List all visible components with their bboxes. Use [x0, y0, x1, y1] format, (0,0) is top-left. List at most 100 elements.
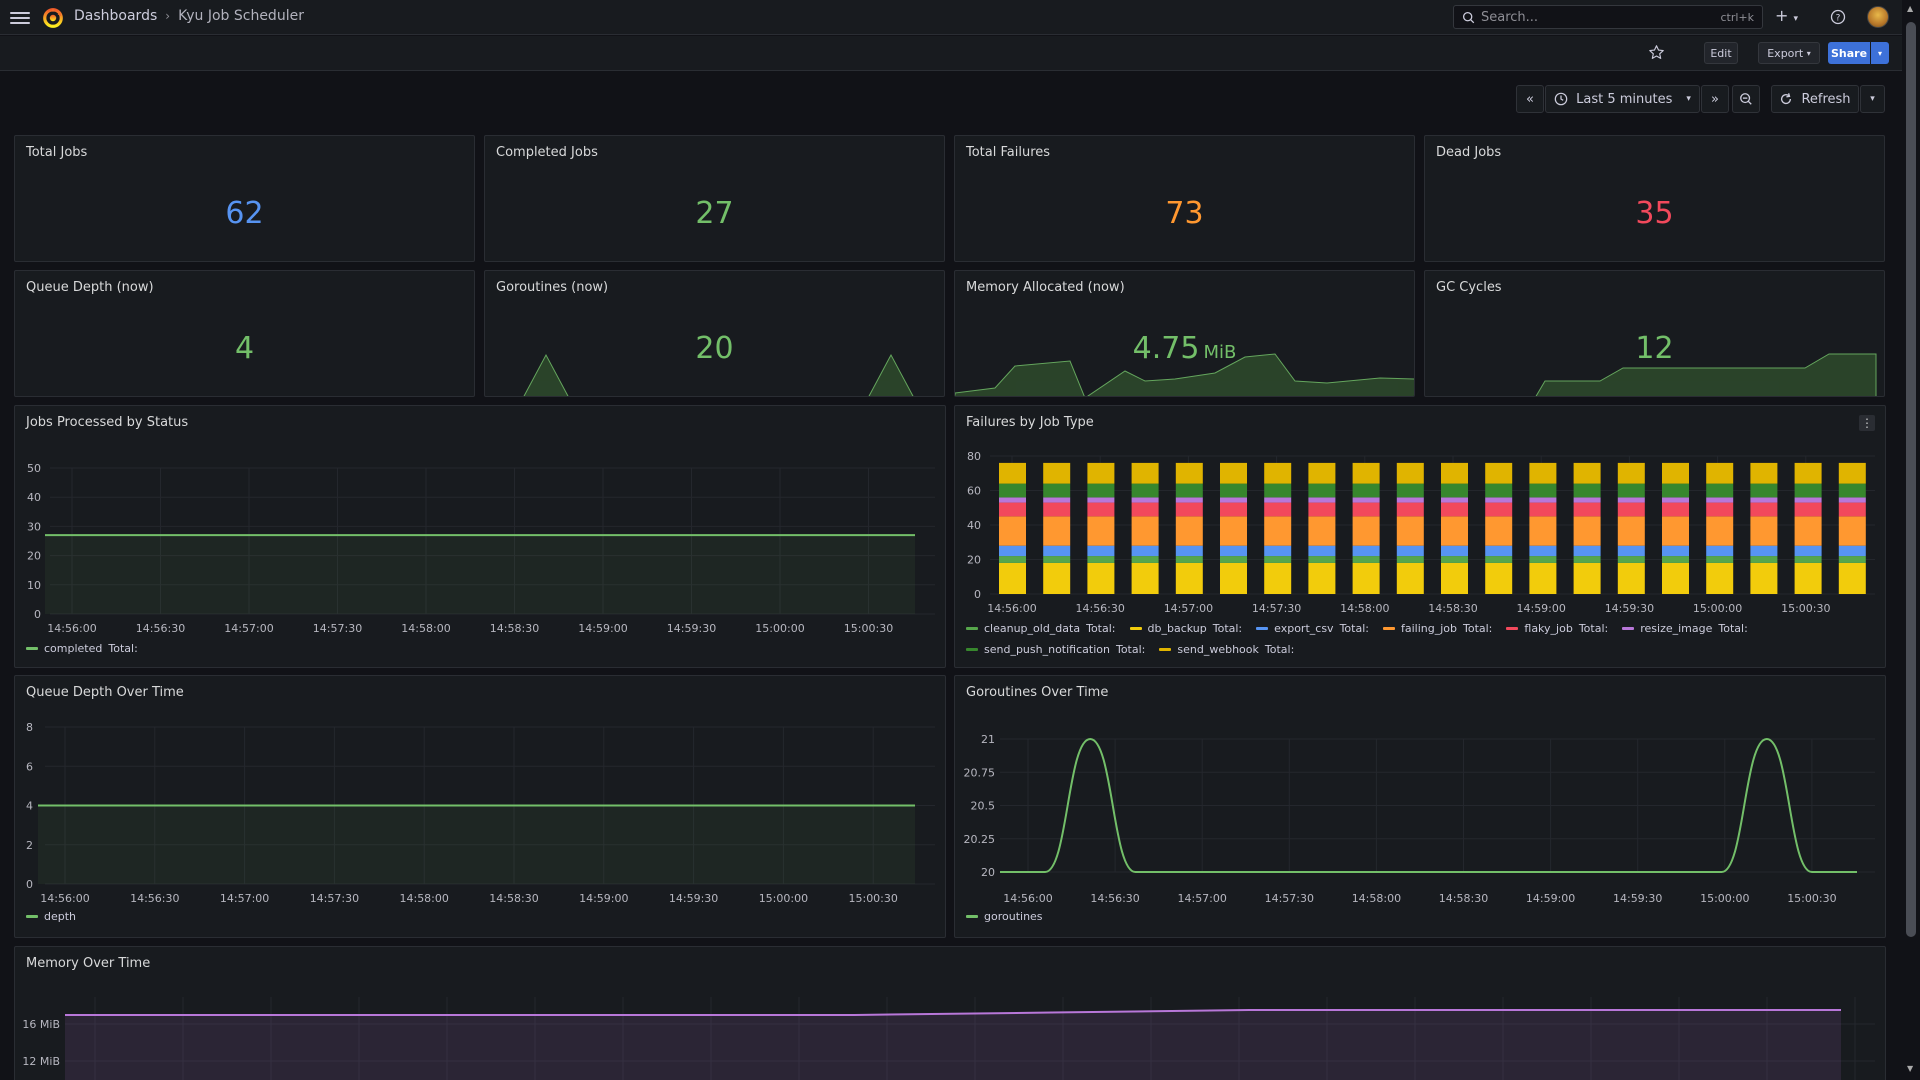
stacked-bar-segment: [1043, 502, 1071, 517]
stat-panel-queue-depth[interactable]: Queue Depth (now) 4: [14, 270, 475, 397]
legend-item-flaky-job[interactable]: flaky_job Total:: [1506, 622, 1608, 635]
top-navbar: Dashboards › Kyu Job Scheduler ctrl+k + …: [0, 0, 1920, 35]
stacked-bar-segment: [1352, 562, 1380, 594]
share-button[interactable]: Share: [1828, 42, 1870, 64]
scrollbar-thumb[interactable]: [1906, 22, 1916, 937]
help-icon[interactable]: ?: [1830, 9, 1846, 25]
panel-title: Dead Jobs: [1436, 145, 1502, 160]
stat-panel-memory[interactable]: Memory Allocated (now) 4.75 MiB: [954, 270, 1415, 397]
page-scrollbar[interactable]: ▲ ▼: [1902, 0, 1920, 1080]
stat-panel-goroutines[interactable]: Goroutines (now) 20: [484, 270, 945, 397]
panel-queue-depth[interactable]: Queue Depth Over Time 14:56:00 14:56:30 14…: [14, 675, 946, 938]
stacked-bar-segment: [1485, 462, 1513, 484]
panel-title: GC Cycles: [1436, 280, 1502, 295]
add-new-button[interactable]: + ▾: [1775, 6, 1799, 25]
legend-total: Total:: [1578, 622, 1609, 635]
stacked-bar-segment: [1308, 483, 1336, 498]
stacked-bar-segment: [1706, 502, 1734, 517]
legend-item-export-csv[interactable]: export_csv Total:: [1256, 622, 1369, 635]
time-range-picker[interactable]: Last 5 minutes ▾: [1545, 85, 1700, 113]
zoom-out-button[interactable]: [1732, 85, 1760, 113]
legend-item-db-backup[interactable]: db_backup Total:: [1129, 622, 1243, 635]
stacked-bar-segment: [1043, 462, 1071, 484]
stacked-bar-segment: [1220, 556, 1247, 563]
time-shift-forward-button[interactable]: »: [1701, 85, 1729, 113]
y-tick-label: 20: [27, 550, 41, 563]
search-box[interactable]: ctrl+k: [1453, 5, 1763, 29]
legend-item-failing-job[interactable]: failing_job Total:: [1382, 622, 1492, 635]
stacked-bar-segment: [1662, 516, 1689, 546]
x-tick-label: 14:57:00: [220, 892, 269, 905]
stacked-bar-segment: [999, 502, 1026, 517]
stacked-bar-segment: [1485, 562, 1513, 594]
y-tick-label: 40: [967, 519, 981, 532]
stacked-bar-segment: [1131, 462, 1159, 484]
refresh-interval-dropdown[interactable]: ▾: [1860, 85, 1885, 113]
stacked-bar-segment: [1308, 562, 1336, 594]
x-tick-label: 15:00:30: [844, 622, 893, 635]
stacked-bar-segment: [1838, 502, 1866, 517]
stacked-bar-segment: [1396, 462, 1424, 484]
panel-failures-by-job-type[interactable]: Failures by Job Type ⋮ 80 60 40 20 0 14:56:00…: [954, 405, 1886, 668]
search-input[interactable]: [1481, 9, 1721, 25]
stacked-bar-segment: [1396, 556, 1424, 563]
export-button[interactable]: Export ▾: [1758, 42, 1820, 64]
y-tick-label: 20.75: [964, 766, 996, 779]
x-tick-label: 14:56:00: [1003, 892, 1052, 905]
x-tick-label: 14:57:30: [1252, 602, 1301, 615]
legend-item-resize-image[interactable]: resize_image Total:: [1622, 622, 1748, 635]
breadcrumb-dashboards[interactable]: Dashboards: [74, 8, 158, 24]
legend-label: completed: [44, 642, 103, 655]
panel-jobs-processed[interactable]: Jobs Processed by Status 14:56:00 14:56:3…: [14, 405, 946, 668]
scroll-up-icon[interactable]: ▲: [1907, 4, 1914, 13]
stacked-bar-segment: [1617, 483, 1645, 498]
stacked-bar-segment: [1352, 556, 1380, 563]
series-area: [38, 805, 915, 884]
stat-panel-completed-jobs[interactable]: Completed Jobs 27: [484, 135, 945, 262]
stat-panel-total-failures[interactable]: Total Failures 73: [954, 135, 1415, 262]
legend-label: goroutines: [984, 910, 1043, 923]
user-avatar[interactable]: [1867, 6, 1889, 28]
stat-panel-total-jobs[interactable]: Total Jobs 62: [14, 135, 475, 262]
x-tick-label: 14:59:00: [1516, 602, 1565, 615]
y-tick-label: 16 MiB: [22, 1018, 60, 1031]
legend-item-send-push-notification[interactable]: send_push_notification Total:: [966, 643, 1145, 656]
time-shift-back-button[interactable]: «: [1516, 85, 1544, 113]
legend-item-cleanup-old-data[interactable]: cleanup_old_data Total:: [966, 622, 1116, 635]
stacked-bar-segment: [999, 483, 1026, 498]
stacked-bar-segment: [1308, 502, 1336, 517]
stacked-bar-segment: [1175, 516, 1203, 546]
y-tick-label: 2: [26, 839, 33, 852]
stacked-bar-segment: [1794, 516, 1822, 546]
stacked-bar-segment: [1750, 556, 1778, 563]
stacked-bar-segment: [1838, 545, 1866, 557]
star-icon[interactable]: [1648, 44, 1665, 61]
stat-panel-dead-jobs[interactable]: Dead Jobs 35: [1424, 135, 1885, 262]
scroll-down-icon[interactable]: ▼: [1907, 1064, 1914, 1073]
grafana-logo-icon[interactable]: [42, 7, 64, 29]
stacked-bar-segment: [1794, 562, 1822, 594]
panel-menu-icon[interactable]: ⋮: [1859, 415, 1875, 431]
edit-button[interactable]: Edit: [1704, 42, 1738, 64]
zoom-out-icon: [1740, 93, 1752, 105]
share-dropdown-button[interactable]: ▾: [1871, 42, 1889, 64]
x-tick-label: 14:59:30: [667, 622, 716, 635]
breadcrumb-current: Kyu Job Scheduler: [178, 8, 304, 24]
legend-item-goroutines[interactable]: goroutines: [966, 910, 1043, 923]
x-tick-label: 14:56:30: [1075, 602, 1124, 615]
legend-item-depth[interactable]: depth: [26, 910, 76, 923]
stacked-bar-segment: [1706, 562, 1734, 594]
stacked-bar-segment: [1175, 502, 1203, 517]
stacked-bar-segment: [1573, 556, 1601, 563]
refresh-button[interactable]: Refresh: [1771, 85, 1859, 113]
stat-panel-gc-cycles[interactable]: GC Cycles 12: [1424, 270, 1885, 397]
legend-item-completed[interactable]: completed Total:: [26, 642, 138, 655]
refresh-icon: [1781, 93, 1792, 105]
menu-icon[interactable]: [10, 9, 30, 25]
stat-value: 12: [1635, 331, 1674, 366]
panel-goroutines[interactable]: Goroutines Over Time 14:56:00 14:56:30 14:…: [954, 675, 1886, 938]
stacked-bar-segment: [1706, 497, 1734, 503]
legend-item-send-webhook[interactable]: send_webhook Total:: [1159, 643, 1294, 656]
legend-total: Total:: [1212, 622, 1243, 635]
panel-memory[interactable]: Memory Over Time 16 MiB 12 MiB: [14, 946, 1886, 1080]
